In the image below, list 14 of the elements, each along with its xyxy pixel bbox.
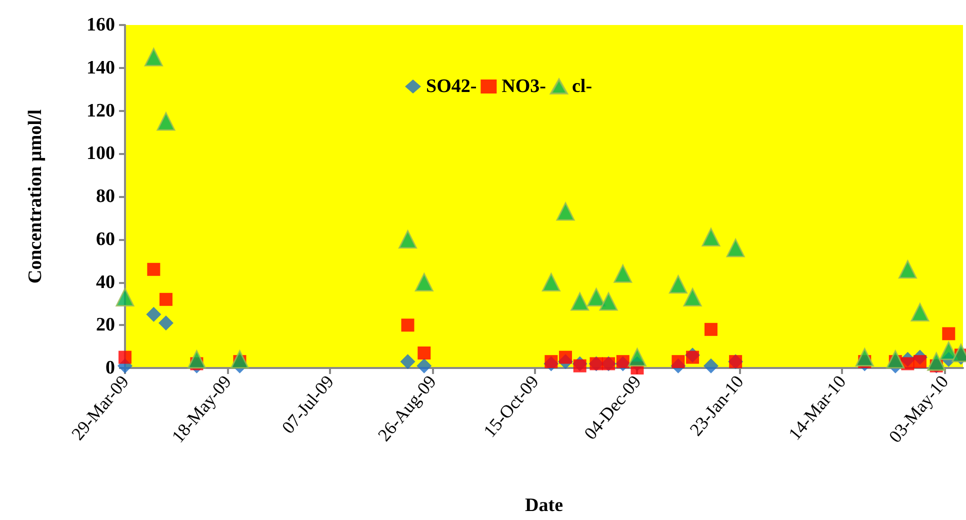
y-tick-label: 160 (86, 14, 115, 36)
y-tick-label: 40 (96, 272, 115, 293)
y-tick-label: 0 (106, 358, 115, 378)
y-tick-label: 100 (86, 143, 115, 164)
legend-label: cl- (572, 76, 592, 97)
y-tick-label: 140 (86, 57, 115, 78)
y-tick-label: 60 (96, 228, 115, 250)
legend-label: NO3- (502, 76, 546, 97)
y-tick-label: 120 (86, 100, 115, 122)
y-tick-label: 20 (96, 314, 115, 336)
x-axis-title: Date (525, 495, 563, 516)
y-tick-label: 80 (96, 186, 115, 207)
legend-label: SO42- (426, 76, 477, 97)
y-axis-title: Concentration µmol/l (25, 109, 46, 284)
